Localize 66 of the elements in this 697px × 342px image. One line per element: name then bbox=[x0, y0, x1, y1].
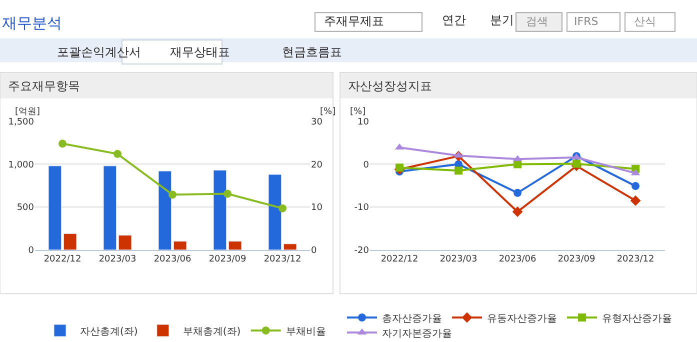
bar bbox=[173, 241, 187, 250]
point bbox=[632, 182, 640, 190]
y2-tick-label: 10 bbox=[311, 203, 323, 214]
y-tick-label: 10 bbox=[358, 118, 370, 128]
point bbox=[512, 206, 523, 217]
bar bbox=[283, 244, 297, 250]
y-tick-label: -20 bbox=[354, 246, 370, 256]
bar bbox=[158, 170, 172, 250]
y-tick-label: 500 bbox=[16, 203, 34, 214]
point bbox=[514, 188, 522, 197]
y-tick-label: 1,500 bbox=[8, 118, 34, 128]
point bbox=[58, 140, 66, 148]
chart-title: 주요재무항목 bbox=[8, 79, 80, 93]
legend-label: 유형자산증가율 bbox=[602, 313, 672, 324]
text: 산식 bbox=[634, 15, 656, 28]
x-tick-label: 2023/06 bbox=[498, 254, 536, 265]
chart-title: 자산성장성지표 bbox=[348, 79, 432, 93]
y-tick-label: 1,000 bbox=[8, 160, 34, 170]
text: 연간 bbox=[442, 13, 466, 27]
x-tick-label: 2023/06 bbox=[154, 254, 192, 265]
bar bbox=[213, 170, 227, 250]
point bbox=[224, 190, 232, 198]
y2-axis-title: [%] bbox=[320, 107, 336, 117]
bar bbox=[118, 235, 132, 250]
y2-tick-label: 0 bbox=[311, 246, 317, 256]
text: 재무상태표 bbox=[170, 45, 230, 59]
bar bbox=[103, 166, 117, 250]
bar bbox=[228, 241, 242, 250]
point bbox=[630, 195, 641, 206]
point bbox=[396, 164, 404, 172]
legend-label: 총자산증가율 bbox=[382, 313, 442, 324]
y2-tick-label: 20 bbox=[311, 160, 323, 170]
point bbox=[168, 190, 176, 199]
legend-label: 유동자산증가율 bbox=[487, 313, 557, 324]
x-tick-label: 2023/03 bbox=[440, 254, 478, 265]
legend-label: 부채총계(좌) bbox=[182, 326, 241, 338]
y-tick-label: -10 bbox=[354, 203, 370, 214]
bar bbox=[48, 166, 62, 250]
point bbox=[114, 150, 122, 158]
y-tick-label: 0 bbox=[28, 246, 34, 256]
x-tick-label: 2023/09 bbox=[208, 254, 246, 265]
bar bbox=[268, 174, 282, 250]
point bbox=[454, 166, 462, 175]
y2-tick-label: 30 bbox=[311, 118, 323, 128]
y-axis-title: [억원] bbox=[15, 107, 40, 117]
text: IFRS bbox=[574, 15, 598, 28]
legend-label: 자기자본증가율 bbox=[382, 328, 452, 340]
text: 분기 bbox=[490, 13, 514, 27]
y-axis-title: [%] bbox=[350, 107, 366, 117]
x-tick-label: 2023/12 bbox=[616, 254, 654, 265]
x-tick-label: 2022/12 bbox=[44, 254, 82, 265]
text: 재무분석 bbox=[2, 14, 62, 32]
point bbox=[278, 204, 286, 212]
x-tick-label: 2023/09 bbox=[558, 254, 596, 265]
text: 현금흐름표 bbox=[282, 45, 342, 59]
x-tick-label: 2022/12 bbox=[380, 254, 418, 265]
bar bbox=[63, 233, 77, 250]
point bbox=[572, 160, 580, 168]
y-tick-label: 0 bbox=[363, 160, 370, 170]
text: 주재무제표 bbox=[324, 14, 384, 28]
text: 포괄손익계산서 bbox=[57, 45, 141, 59]
text: 검색 bbox=[526, 15, 548, 28]
legend-label: 부채비율 bbox=[286, 326, 326, 338]
legend-label: 자산총계(좌) bbox=[80, 326, 138, 338]
x-tick-label: 2023/12 bbox=[264, 254, 302, 265]
x-tick-label: 2023/03 bbox=[98, 254, 136, 265]
